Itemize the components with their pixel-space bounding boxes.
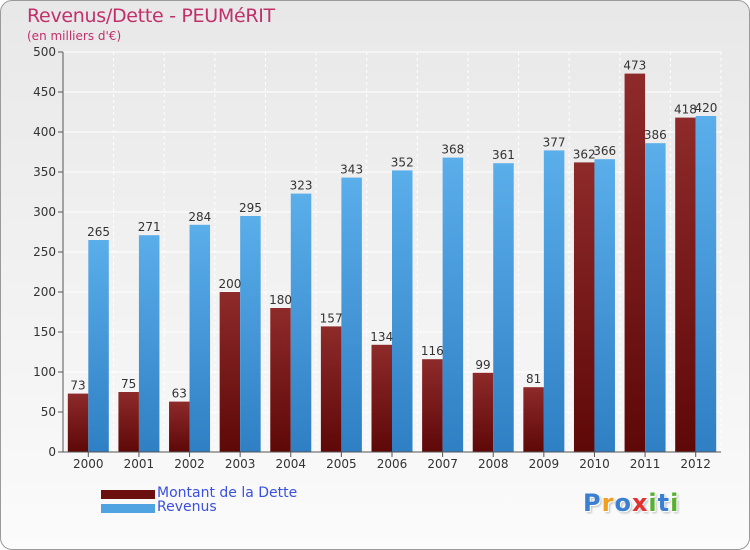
data-label-debt-2011: 473 xyxy=(623,59,646,73)
bar-revenue-2005 xyxy=(341,177,362,452)
y-tick-label-200: 200 xyxy=(33,285,56,299)
bar-revenue-2000 xyxy=(88,240,109,452)
bar-debt-2007 xyxy=(422,359,443,452)
legend-swatch-debt xyxy=(101,490,155,499)
bar-revenue-2003 xyxy=(240,216,261,452)
y-tick-label-150: 150 xyxy=(33,325,56,339)
y-tick-label-50: 50 xyxy=(41,405,56,419)
x-tick-label-2011: 2011 xyxy=(630,457,661,471)
y-tick-label-100: 100 xyxy=(33,365,56,379)
x-tick-label-2004: 2004 xyxy=(275,457,306,471)
bar-revenue-2004 xyxy=(290,193,312,452)
y-tick-label-450: 450 xyxy=(33,85,56,99)
data-label-revenue-2002: 284 xyxy=(188,210,211,224)
y-tick-label-250: 250 xyxy=(33,245,56,259)
bar-debt-2005 xyxy=(320,326,342,452)
data-label-revenue-2009: 377 xyxy=(543,135,566,149)
bar-revenue-2001 xyxy=(138,235,160,452)
data-label-debt-2003: 200 xyxy=(218,277,241,291)
bar-revenue-2012 xyxy=(695,116,717,452)
data-label-revenue-2005: 343 xyxy=(340,163,363,177)
data-label-debt-2007: 116 xyxy=(421,344,444,358)
data-label-debt-2010: 362 xyxy=(573,147,596,161)
x-tick-label-2012: 2012 xyxy=(680,457,711,471)
bar-debt-2010 xyxy=(573,162,595,452)
bar-debt-2000 xyxy=(67,393,89,452)
x-tick-label-2009: 2009 xyxy=(529,457,560,471)
logo-letter: t xyxy=(657,489,671,517)
bar-debt-2004 xyxy=(270,308,291,452)
x-tick-label-2005: 2005 xyxy=(326,457,357,471)
x-tick-label-2006: 2006 xyxy=(377,457,408,471)
bar-debt-2008 xyxy=(472,372,494,452)
logo-letter: i xyxy=(670,489,680,517)
y-tick-label-400: 400 xyxy=(33,125,56,139)
legend-label-debt: Montant de la Dette xyxy=(157,485,298,501)
data-label-revenue-2001: 271 xyxy=(138,220,161,234)
data-label-revenue-2008: 361 xyxy=(492,148,515,162)
data-label-debt-2000: 73 xyxy=(70,379,85,393)
chart-title: Revenus/Dette - PEUMéRIT xyxy=(27,5,275,27)
bar-revenue-2007 xyxy=(442,157,464,452)
logo-letter: x xyxy=(631,489,649,517)
x-tick-label-2003: 2003 xyxy=(225,457,256,471)
data-label-revenue-2007: 368 xyxy=(441,143,464,157)
logo-letter: P xyxy=(583,489,602,517)
data-label-revenue-2004: 323 xyxy=(290,179,313,193)
data-label-revenue-2000: 265 xyxy=(87,225,110,239)
proxiti-logo: Proxiti xyxy=(583,489,679,517)
bar-debt-2009 xyxy=(523,387,544,452)
x-tick-label-2008: 2008 xyxy=(478,457,509,471)
x-tick-label-2007: 2007 xyxy=(427,457,458,471)
bar-revenue-2002 xyxy=(189,224,211,452)
bar-revenue-2006 xyxy=(392,170,413,452)
x-tick-label-2002: 2002 xyxy=(174,457,205,471)
legend-label-revenue: Revenus xyxy=(157,499,217,515)
y-tick-label-350: 350 xyxy=(33,165,56,179)
labels-layer: 73 265 75 271 63 284 200 295 180 323 157 343 134 352 1… xyxy=(70,59,717,401)
bars-layer xyxy=(67,73,717,452)
bar-revenue-2010 xyxy=(594,159,615,452)
y-tick-label-300: 300 xyxy=(33,205,56,219)
y-tick-label-0: 0 xyxy=(48,445,56,459)
data-label-revenue-2006: 352 xyxy=(391,155,414,169)
logo-letter: r xyxy=(601,489,615,517)
data-label-revenue-2011: 386 xyxy=(644,128,667,142)
bar-debt-2012 xyxy=(675,117,696,452)
bar-revenue-2008 xyxy=(493,163,514,452)
data-label-debt-2009: 81 xyxy=(526,372,541,386)
x-tick-label-2000: 2000 xyxy=(73,457,104,471)
bar-revenue-2009 xyxy=(543,150,565,452)
bar-debt-2002 xyxy=(169,401,190,452)
logo-letter: o xyxy=(614,489,632,517)
data-label-debt-2008: 99 xyxy=(475,358,490,372)
data-label-debt-2004: 180 xyxy=(269,293,292,307)
data-label-revenue-2010: 366 xyxy=(593,144,616,158)
chart-subtitle: (en milliers d'€) xyxy=(27,29,122,43)
bar-revenue-2011 xyxy=(645,143,666,452)
bar-debt-2003 xyxy=(219,292,241,452)
y-tick-label-500: 500 xyxy=(33,45,56,59)
x-tick-label-2001: 2001 xyxy=(124,457,155,471)
data-label-revenue-2012: 420 xyxy=(694,101,717,115)
bar-debt-2006 xyxy=(371,344,392,452)
bar-debt-2011 xyxy=(624,73,646,452)
bar-debt-2001 xyxy=(118,392,139,452)
axis-layer: 0 50 100 150 200 250 300 350 400 450 500 2000 2001 20… xyxy=(33,45,721,471)
data-label-debt-2002: 63 xyxy=(172,387,187,401)
logo-letter: i xyxy=(648,489,658,517)
data-label-debt-2001: 75 xyxy=(121,377,136,391)
data-label-debt-2012: 418 xyxy=(674,103,697,117)
data-label-revenue-2003: 295 xyxy=(239,201,262,215)
legend-swatch-revenue xyxy=(101,504,155,513)
x-tick-label-2010: 2010 xyxy=(579,457,610,471)
data-label-debt-2006: 134 xyxy=(370,330,393,344)
data-label-debt-2005: 157 xyxy=(320,311,343,325)
